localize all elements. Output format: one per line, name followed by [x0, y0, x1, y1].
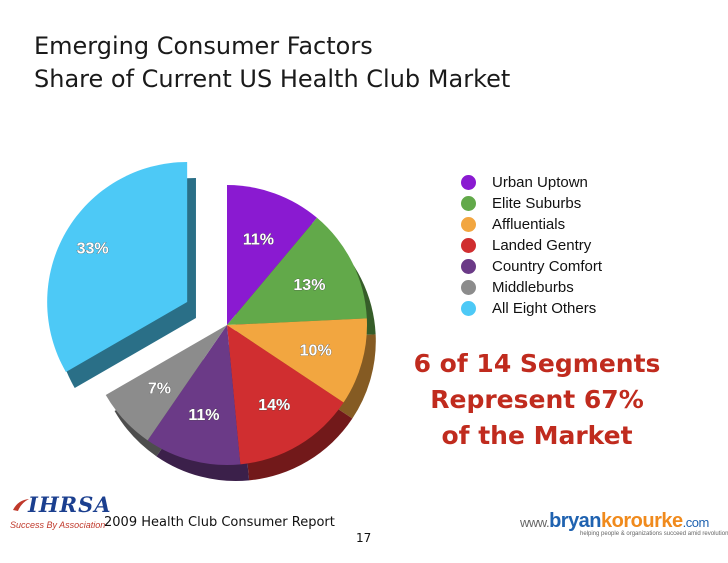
- legend-item-all-eight-others: All Eight Others: [461, 298, 602, 319]
- footer-report-title: 2009 Health Club Consumer Report: [104, 515, 335, 530]
- legend-item-landed-gentry: Landed Gentry: [461, 235, 602, 256]
- legend-label-landed-gentry: Landed Gentry: [492, 237, 592, 254]
- bryankorourke-logo: www.bryankorourke.com helping people & o…: [520, 510, 728, 550]
- bk-tagline: helping people & organizations succeed a…: [580, 531, 728, 537]
- title-line-2: Share of Current US Health Club Market: [34, 65, 511, 93]
- pie-label-landed-gentry: 14%: [258, 397, 290, 414]
- legend-item-affluentials: Affluentials: [461, 214, 602, 235]
- bk-name-last: korourke: [601, 510, 683, 532]
- legend-label-all-eight-others: All Eight Others: [492, 300, 597, 317]
- chart-title: Emerging Consumer Factors Share of Curre…: [34, 30, 510, 96]
- legend-swatch-affluentials: [461, 217, 476, 232]
- legend-swatch-all-eight-others: [461, 301, 476, 316]
- legend-swatch-country-comfort: [461, 259, 476, 274]
- bk-www: www.: [520, 515, 550, 530]
- legend-swatch-elite-suburbs: [461, 196, 476, 211]
- callout-line-3: of the Market: [441, 421, 633, 450]
- legend: Urban Uptown Elite Suburbs Affluentials Lan…: [461, 172, 602, 319]
- callout-line-2: Represent 67%: [430, 385, 644, 414]
- pie-label-middleburbs: 7%: [148, 380, 171, 397]
- legend-label-urban-uptown: Urban Uptown: [492, 174, 588, 191]
- callout-line-1: 6 of 14 Segments: [413, 349, 661, 378]
- pie-label-country-comfort: 11%: [188, 407, 219, 424]
- legend-label-elite-suburbs: Elite Suburbs: [492, 195, 582, 212]
- pie-slices: [47, 162, 367, 465]
- pie-slice-country-comfort: [147, 325, 241, 465]
- legend-item-elite-suburbs: Elite Suburbs: [461, 193, 602, 214]
- pie-label-elite-suburbs: 13%: [293, 277, 325, 294]
- legend-label-middleburbs: Middleburbs: [492, 279, 574, 296]
- pie-slice-middleburbs: [105, 325, 227, 441]
- ihrsa-logo: IHRSA Success By Association: [10, 492, 111, 538]
- pie-slice-urban-uptown: [227, 185, 317, 325]
- callout-text: 6 of 14 Segments Represent 67% of the Ma…: [392, 346, 682, 454]
- legend-swatch-landed-gentry: [461, 238, 476, 253]
- pie-slice-affluentials: [227, 318, 367, 403]
- legend-item-middleburbs: Middleburbs: [461, 277, 602, 298]
- pie-slice-landed-gentry: [227, 325, 344, 465]
- pie-label-urban-uptown: 11%: [243, 232, 274, 249]
- legend-item-country-comfort: Country Comfort: [461, 256, 602, 277]
- legend-swatch-middleburbs: [461, 280, 476, 295]
- pie-slice-elite-suburbs: [227, 217, 367, 325]
- title-line-1: Emerging Consumer Factors: [34, 32, 373, 60]
- bk-domain: .com: [682, 515, 710, 530]
- pie-label-all-eight-others: 33%: [77, 240, 109, 257]
- ihrsa-wordmark: IHRSA: [28, 492, 112, 517]
- page-number: 17: [356, 531, 372, 545]
- pie-label-affluentials: 10%: [300, 343, 332, 360]
- legend-label-affluentials: Affluentials: [492, 216, 566, 233]
- pie-labels: 11% 13% 10% 14% 11% 7% 33%: [76, 231, 332, 424]
- ihrsa-tagline: Success By Association: [10, 520, 106, 530]
- bk-name-first: bryan: [549, 510, 602, 532]
- legend-label-country-comfort: Country Comfort: [492, 258, 603, 275]
- legend-swatch-urban-uptown: [461, 175, 476, 190]
- ihrsa-swoosh-icon: [13, 499, 29, 511]
- pie-slice-all-eight-others: [47, 162, 188, 372]
- legend-item-urban-uptown: Urban Uptown: [461, 172, 602, 193]
